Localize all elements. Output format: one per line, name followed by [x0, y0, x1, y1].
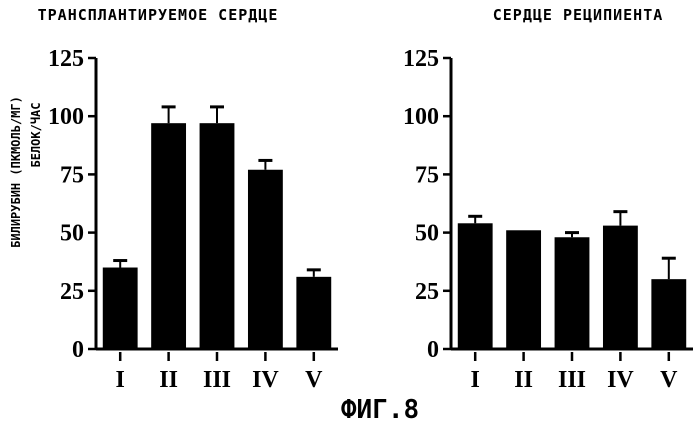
- left-y-tick-label: 75: [60, 162, 84, 188]
- right-x-tick-label: IV: [607, 367, 634, 393]
- left-bar: [151, 123, 186, 349]
- right-bar: [603, 226, 638, 349]
- left-x-tick-label: II: [159, 367, 178, 393]
- right-bar-chart: 0255075100125IIIIIIIVV: [403, 46, 693, 393]
- left-x-tick-label: I: [116, 367, 125, 393]
- left-bar: [103, 268, 138, 349]
- right-bar: [506, 230, 541, 349]
- right-x-tick-label: II: [514, 367, 533, 393]
- left-x-tick-label: III: [203, 367, 231, 393]
- right-y-tick-label: 75: [415, 162, 439, 188]
- left-chart-title: ТРАНСПЛАНТИРУЕМОЕ СЕРДЦЕ: [38, 6, 279, 24]
- right-y-tick-label: 100: [403, 104, 439, 130]
- left-bar: [248, 170, 283, 349]
- right-y-tick-label: 125: [403, 46, 439, 72]
- left-y-tick-label: 125: [48, 46, 84, 72]
- right-x-tick-label: V: [660, 367, 678, 393]
- right-x-tick-label: III: [558, 367, 586, 393]
- y-axis-label-line2: БЕЛОК/ЧАС: [29, 102, 43, 167]
- left-bar: [200, 123, 235, 349]
- left-bar-chart: 0255075100125IIIIIIIVV: [48, 46, 338, 393]
- left-y-tick-label: 25: [60, 279, 84, 305]
- right-y-tick-label: 0: [427, 337, 439, 363]
- left-x-tick-label: V: [305, 367, 323, 393]
- right-bar: [555, 237, 590, 349]
- left-y-tick-label: 50: [60, 221, 84, 247]
- left-y-tick-label: 0: [72, 337, 84, 363]
- right-bar: [458, 223, 493, 349]
- left-y-tick-label: 100: [48, 104, 84, 130]
- left-bar: [296, 277, 331, 349]
- figure-label: ФИГ.8: [341, 395, 419, 424]
- right-chart-title: СЕРДЦЕ РЕЦИПИЕНТА: [493, 6, 664, 24]
- left-x-tick-label: IV: [252, 367, 279, 393]
- right-x-tick-label: I: [471, 367, 480, 393]
- right-y-tick-label: 25: [415, 279, 439, 305]
- right-y-tick-label: 50: [415, 221, 439, 247]
- y-axis-label: БИЛИРУБИН (ПКМОЛЬ/МГ) БЕЛОК/ЧАС: [9, 96, 43, 248]
- right-bar: [651, 279, 686, 349]
- y-axis-label-line1: БИЛИРУБИН (ПКМОЛЬ/МГ): [9, 96, 23, 248]
